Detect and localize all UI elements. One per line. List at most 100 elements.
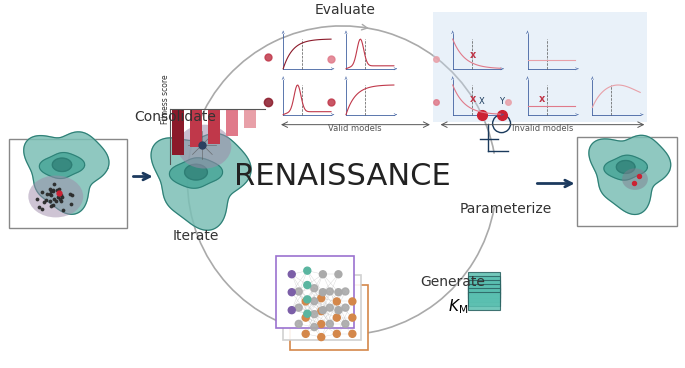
- Bar: [468, 292, 499, 310]
- Circle shape: [319, 289, 326, 296]
- Polygon shape: [589, 135, 671, 215]
- Point: [45, 199, 55, 205]
- Polygon shape: [169, 158, 223, 188]
- Text: x: x: [469, 94, 476, 104]
- Ellipse shape: [622, 169, 648, 190]
- Point: [58, 207, 69, 213]
- Circle shape: [335, 307, 342, 314]
- Bar: [468, 276, 499, 294]
- Point: [41, 191, 52, 197]
- Polygon shape: [616, 160, 635, 173]
- Text: Y: Y: [499, 97, 504, 106]
- Circle shape: [326, 321, 334, 328]
- Point: [55, 198, 66, 204]
- Circle shape: [342, 288, 349, 295]
- Circle shape: [349, 330, 356, 337]
- Bar: [208, 109, 221, 144]
- Polygon shape: [184, 164, 208, 180]
- Circle shape: [311, 323, 318, 330]
- Circle shape: [304, 296, 311, 303]
- Ellipse shape: [177, 125, 232, 169]
- Circle shape: [311, 285, 318, 292]
- Bar: [468, 272, 499, 290]
- Circle shape: [319, 307, 326, 314]
- Circle shape: [304, 267, 311, 274]
- Circle shape: [334, 314, 340, 321]
- Text: Evaluate: Evaluate: [314, 3, 375, 17]
- Circle shape: [335, 271, 342, 278]
- Point: [40, 197, 51, 203]
- Text: $K_{\mathrm{M}}$: $K_{\mathrm{M}}$: [447, 297, 468, 315]
- Point: [46, 188, 57, 194]
- Circle shape: [302, 314, 309, 321]
- Circle shape: [318, 308, 325, 315]
- Text: RENAISSANCE: RENAISSANCE: [234, 162, 450, 191]
- Text: Parameterize: Parameterize: [460, 202, 552, 216]
- Circle shape: [319, 271, 326, 278]
- Bar: [468, 284, 499, 302]
- Point: [47, 187, 58, 192]
- FancyBboxPatch shape: [290, 285, 368, 350]
- Polygon shape: [604, 155, 647, 180]
- Text: Iterate: Iterate: [172, 229, 219, 243]
- Point: [48, 196, 59, 202]
- Circle shape: [349, 298, 356, 305]
- Circle shape: [349, 314, 356, 321]
- Point: [53, 194, 64, 200]
- Circle shape: [302, 330, 309, 337]
- Circle shape: [342, 304, 349, 311]
- Text: x: x: [539, 94, 545, 104]
- Bar: [173, 109, 184, 155]
- Point: [66, 192, 77, 198]
- Text: X: X: [479, 97, 484, 106]
- Circle shape: [311, 311, 318, 318]
- Bar: [468, 280, 499, 298]
- FancyBboxPatch shape: [283, 275, 361, 340]
- Polygon shape: [151, 134, 251, 230]
- Circle shape: [295, 288, 302, 295]
- Text: Valid models: Valid models: [328, 124, 382, 132]
- Point: [45, 186, 55, 192]
- Bar: [9, 139, 127, 229]
- Circle shape: [288, 289, 295, 296]
- Circle shape: [326, 304, 334, 311]
- Point: [36, 189, 47, 195]
- Circle shape: [295, 304, 302, 311]
- Circle shape: [304, 310, 311, 317]
- Circle shape: [311, 298, 318, 305]
- Circle shape: [334, 330, 340, 337]
- Text: Consolidate: Consolidate: [134, 110, 216, 124]
- Point: [48, 202, 59, 208]
- Point: [57, 194, 68, 199]
- Ellipse shape: [28, 176, 83, 217]
- Text: Generate: Generate: [420, 275, 485, 289]
- Point: [36, 206, 47, 212]
- Circle shape: [335, 289, 342, 296]
- Polygon shape: [52, 158, 72, 171]
- Point: [39, 199, 50, 205]
- Polygon shape: [24, 132, 109, 214]
- Circle shape: [318, 295, 325, 302]
- Circle shape: [334, 298, 340, 305]
- Point: [55, 192, 66, 198]
- Point: [54, 196, 65, 202]
- Bar: [245, 109, 256, 128]
- Circle shape: [318, 334, 325, 340]
- Point: [53, 186, 64, 192]
- Point: [46, 203, 57, 209]
- Circle shape: [302, 298, 309, 305]
- Bar: [190, 109, 202, 147]
- Point: [66, 201, 77, 207]
- Text: Fitness score: Fitness score: [161, 74, 170, 124]
- Circle shape: [288, 271, 295, 278]
- Bar: [226, 109, 238, 136]
- Circle shape: [326, 288, 334, 295]
- Point: [33, 204, 44, 210]
- Point: [51, 187, 62, 193]
- Circle shape: [295, 321, 302, 328]
- Bar: [577, 137, 677, 226]
- Bar: [468, 288, 499, 306]
- FancyBboxPatch shape: [276, 256, 354, 328]
- Polygon shape: [39, 153, 85, 178]
- Circle shape: [288, 307, 295, 314]
